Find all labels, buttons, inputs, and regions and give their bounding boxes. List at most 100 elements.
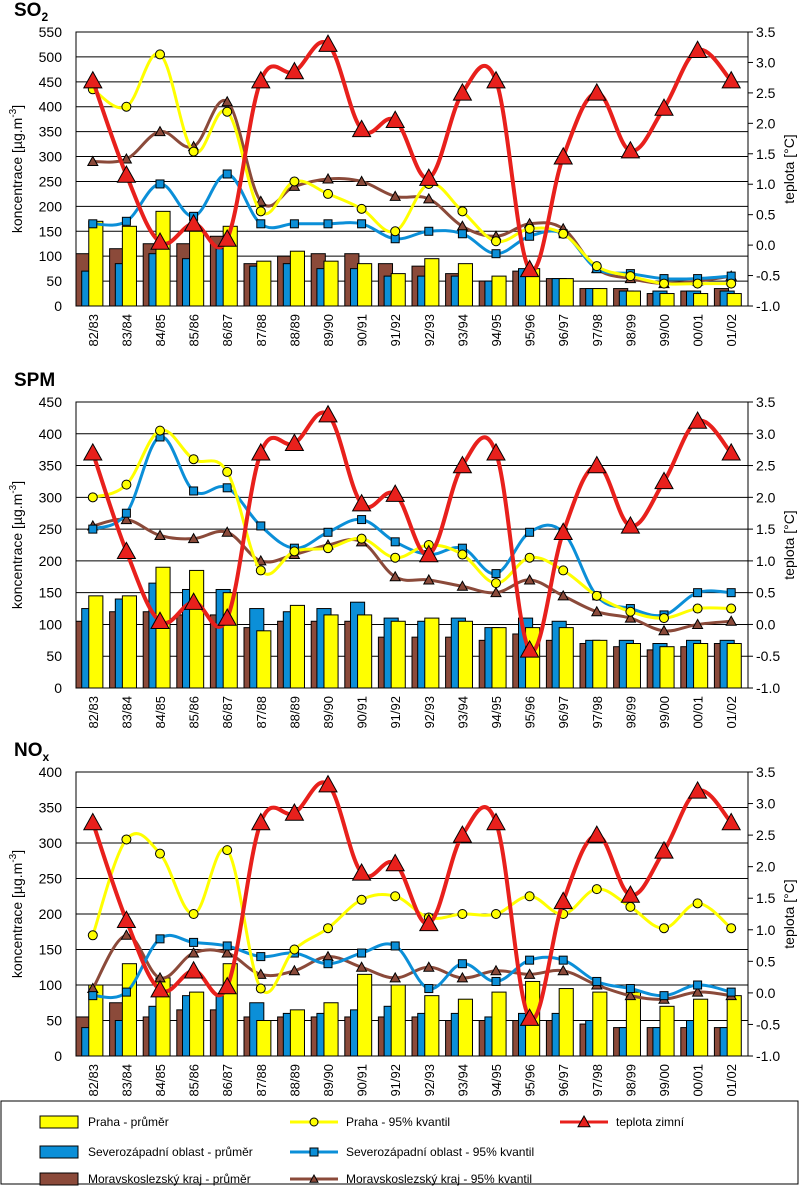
data-point	[659, 991, 669, 1001]
bar	[424, 258, 440, 307]
bar	[189, 991, 205, 1057]
x-tick-label: 83/84	[119, 1064, 134, 1097]
data-point	[155, 848, 165, 859]
x-tick-label: 86/87	[220, 1064, 235, 1097]
y-tick-label: 300	[39, 835, 63, 851]
data-point	[357, 515, 367, 525]
x-tick-label: 00/01	[691, 696, 706, 729]
bar	[189, 569, 205, 689]
x-tick-label: 84/85	[153, 1064, 168, 1097]
y2-tick-label: 3.5	[756, 394, 776, 410]
data-point	[189, 486, 199, 496]
data-point	[390, 552, 401, 563]
data-point	[255, 565, 266, 576]
data-point	[155, 49, 165, 60]
data-point	[155, 425, 165, 436]
data-point	[456, 971, 469, 983]
bar	[121, 225, 137, 307]
x-tick-label: 93/94	[455, 696, 470, 729]
legend-swatch	[39, 1172, 79, 1186]
charts-container: SO2 0 50 100 150 200 250 300 350 400 450 500 550 -1.…	[0, 0, 800, 1097]
data-point	[154, 529, 166, 540]
x-tick-label: 97/98	[590, 696, 605, 729]
temperature-point	[150, 232, 170, 250]
data-point	[222, 483, 232, 493]
x-tick-label: 86/87	[220, 314, 235, 347]
data-point	[323, 219, 333, 229]
data-point	[256, 521, 266, 531]
legend-marker	[309, 1147, 319, 1157]
data-point	[658, 624, 670, 636]
x-tick-label: 97/98	[590, 1064, 605, 1097]
bar	[693, 293, 709, 307]
data-point	[491, 249, 501, 259]
y-tick-label: 100	[39, 616, 63, 632]
data-point	[693, 588, 703, 598]
x-tick-label: 00/01	[691, 1064, 706, 1097]
spm-chart-panel: SPM 0 50 100 150 200 250 300 350 400 450 -1.0 -0.5 0…	[0, 370, 800, 740]
temperature-point	[351, 862, 372, 881]
data-point	[726, 588, 736, 598]
bar	[525, 627, 541, 689]
y-tick-label: 250	[39, 521, 63, 537]
data-point	[524, 891, 535, 902]
bar	[424, 995, 440, 1057]
bar	[693, 643, 709, 689]
legend-label: Moravskoslezský kraj - průměr	[88, 1172, 251, 1186]
data-point	[524, 552, 535, 563]
x-tick-label: 86/87	[220, 696, 235, 729]
data-point	[591, 261, 602, 272]
temperature-point	[519, 1008, 540, 1026]
y2-axis-title: teplota [°C]	[781, 879, 797, 948]
data-point	[188, 909, 199, 919]
nox-chart: 0 50 100 150 200 250 300 350 400 -1.0 -0.5 0.0 0.5 1.…	[8, 764, 797, 1097]
bar	[390, 273, 406, 307]
y-tick-label: 450	[39, 74, 63, 90]
bar	[155, 210, 171, 307]
x-tick-label: 96/97	[556, 1064, 571, 1097]
x-tick-label: 90/91	[355, 696, 370, 729]
chart-title: SPM	[14, 370, 56, 391]
data-point	[457, 229, 467, 239]
y-tick-label: 100	[39, 248, 63, 264]
data-point	[390, 537, 400, 547]
x-tick-label: 93/94	[455, 1064, 470, 1097]
x-tick-label: 99/00	[657, 1064, 672, 1097]
y-tick-label: 350	[39, 800, 63, 816]
data-point	[188, 454, 199, 465]
temperature-line	[90, 410, 733, 654]
x-tick-label: 95/96	[523, 314, 538, 347]
data-point	[692, 898, 703, 909]
bar	[390, 984, 406, 1057]
y-tick-label: 50	[46, 1013, 62, 1029]
y-tick-label: 300	[39, 489, 63, 505]
data-point	[222, 466, 233, 477]
y2-tick-label: 0.5	[756, 953, 776, 969]
x-tick-label: 92/93	[422, 314, 437, 347]
x-tick-label: 89/90	[321, 314, 336, 347]
data-point	[590, 605, 603, 617]
data-point	[256, 219, 266, 229]
data-point	[390, 891, 401, 902]
temperature-point	[385, 484, 406, 502]
bar	[357, 614, 373, 689]
x-tick-label: 99/00	[657, 696, 672, 729]
temperature-point	[486, 442, 506, 461]
temperature-point	[486, 812, 506, 831]
data-point	[691, 618, 704, 629]
y2-tick-label: 2.5	[756, 458, 776, 474]
data-point	[255, 206, 266, 217]
data-point	[389, 570, 402, 582]
temperature-point	[687, 40, 708, 58]
y2-tick-label: 1.5	[756, 146, 776, 162]
temperature-point	[418, 913, 439, 932]
data-point	[222, 106, 233, 117]
data-point	[323, 959, 333, 969]
x-tick-label: 84/85	[153, 314, 168, 347]
data-point	[121, 508, 131, 518]
bar	[726, 293, 742, 307]
x-tick-label: 01/02	[724, 1064, 739, 1097]
data-point	[457, 959, 467, 969]
x-tick-label: 99/00	[657, 314, 672, 347]
bar	[256, 630, 272, 689]
